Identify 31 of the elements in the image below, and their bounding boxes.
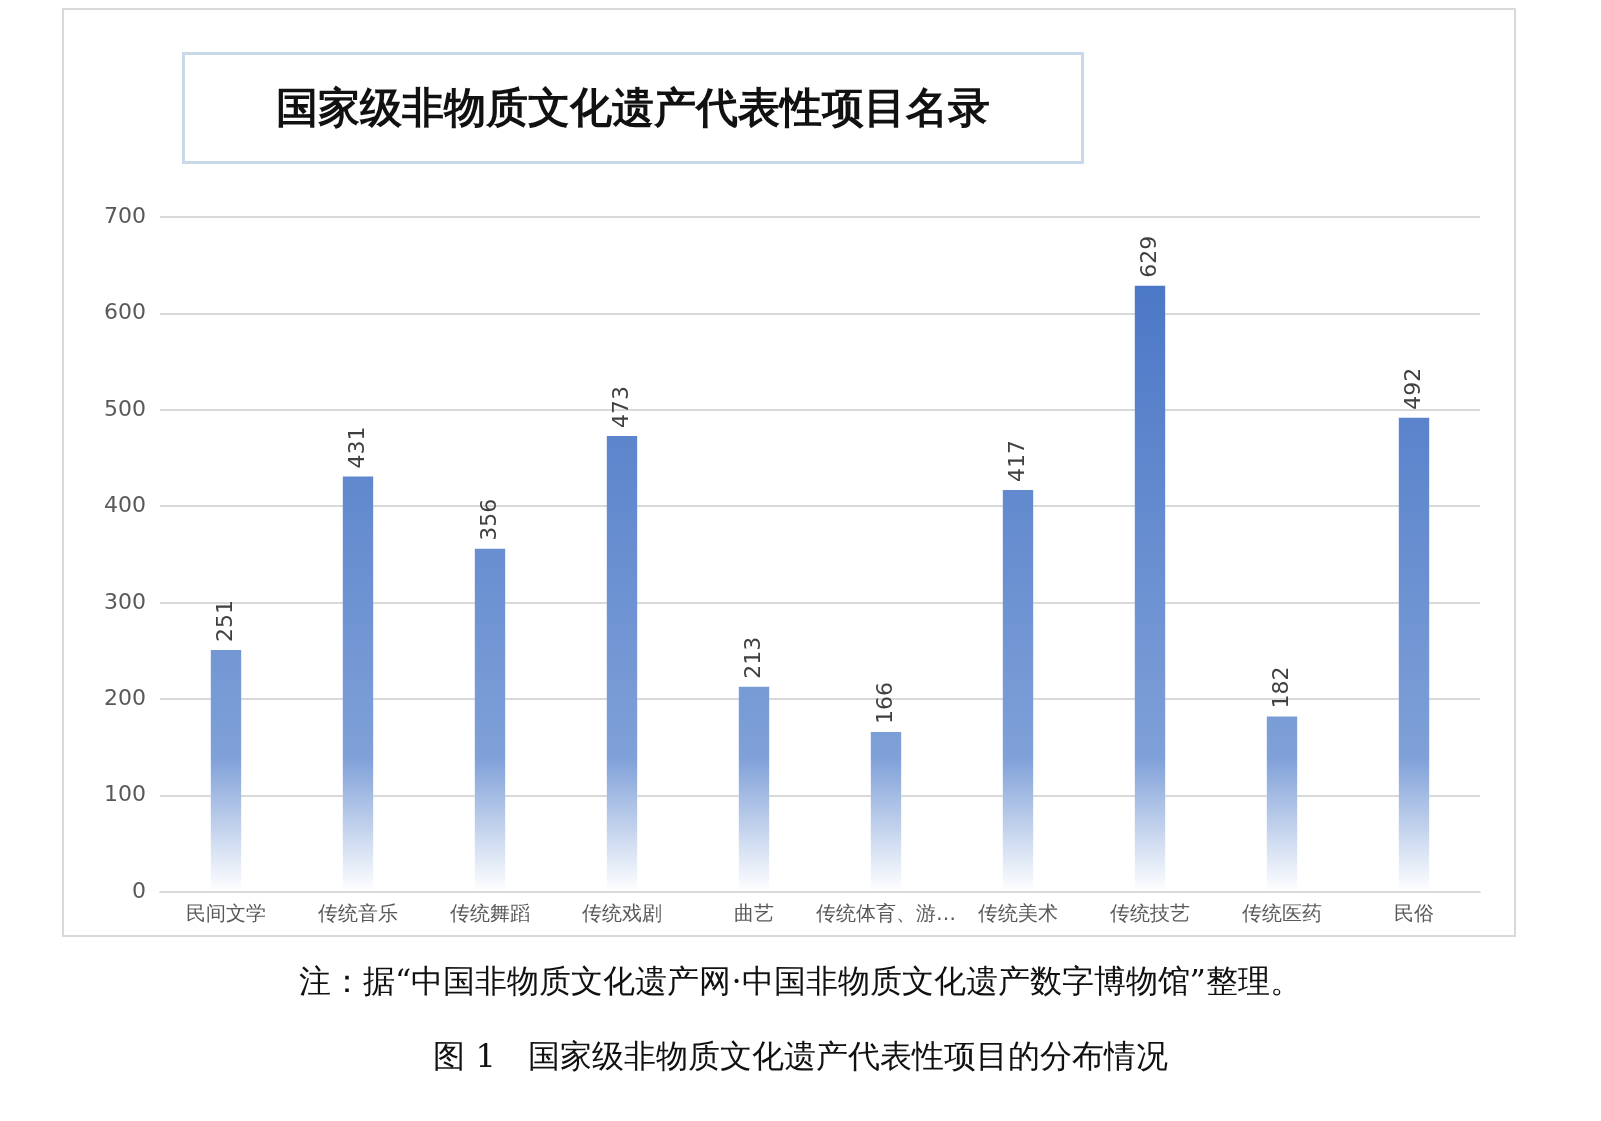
data-label: 213 <box>739 636 765 679</box>
x-tick-label: 曲艺 <box>734 901 774 926</box>
y-tick-label: 300 <box>103 588 146 614</box>
y-tick-label: 200 <box>103 684 146 710</box>
x-tick-label: 传统美术 <box>978 901 1058 926</box>
x-tick-label: 传统技艺 <box>1110 901 1190 926</box>
x-tick-label: 传统音乐 <box>317 901 398 926</box>
data-label: 629 <box>1135 235 1161 278</box>
chart-title: 国家级非物质文化遗产代表性项目名录 <box>182 52 1084 164</box>
x-tick-label: 传统戏剧 <box>581 901 662 926</box>
data-label: 473 <box>607 386 633 429</box>
x-tick-label: 传统舞蹈 <box>449 901 530 926</box>
data-label: 431 <box>343 426 369 469</box>
y-tick-label: 0 <box>131 877 146 903</box>
x-tick-label: 民俗 <box>1394 901 1434 926</box>
y-tick-label: 600 <box>103 299 146 325</box>
x-tick-label: 民间文学 <box>185 901 266 926</box>
text: 注：据“中国非物质文化遗产网·中国非物质文化遗产数字博物馆”整理。 <box>298 961 1303 1002</box>
caption: 图 1 国家级非物质文化遗产代表性项目的分布情况 <box>432 1036 1169 1077</box>
y-tick-label: 100 <box>103 781 146 807</box>
data-label: 417 <box>1003 440 1029 483</box>
data-label: 251 <box>211 600 237 643</box>
y-tick-label: 500 <box>103 395 146 421</box>
y-tick-label: 400 <box>103 492 146 518</box>
x-tick-label: 传统医药 <box>1242 901 1322 926</box>
data-label: 182 <box>1267 666 1293 709</box>
data-label: 492 <box>1399 367 1425 410</box>
data-label: 356 <box>475 498 501 541</box>
y-tick-label: 700 <box>103 202 146 228</box>
data-label: 166 <box>871 681 897 724</box>
x-tick-label: 传统体育、游… <box>816 901 956 926</box>
